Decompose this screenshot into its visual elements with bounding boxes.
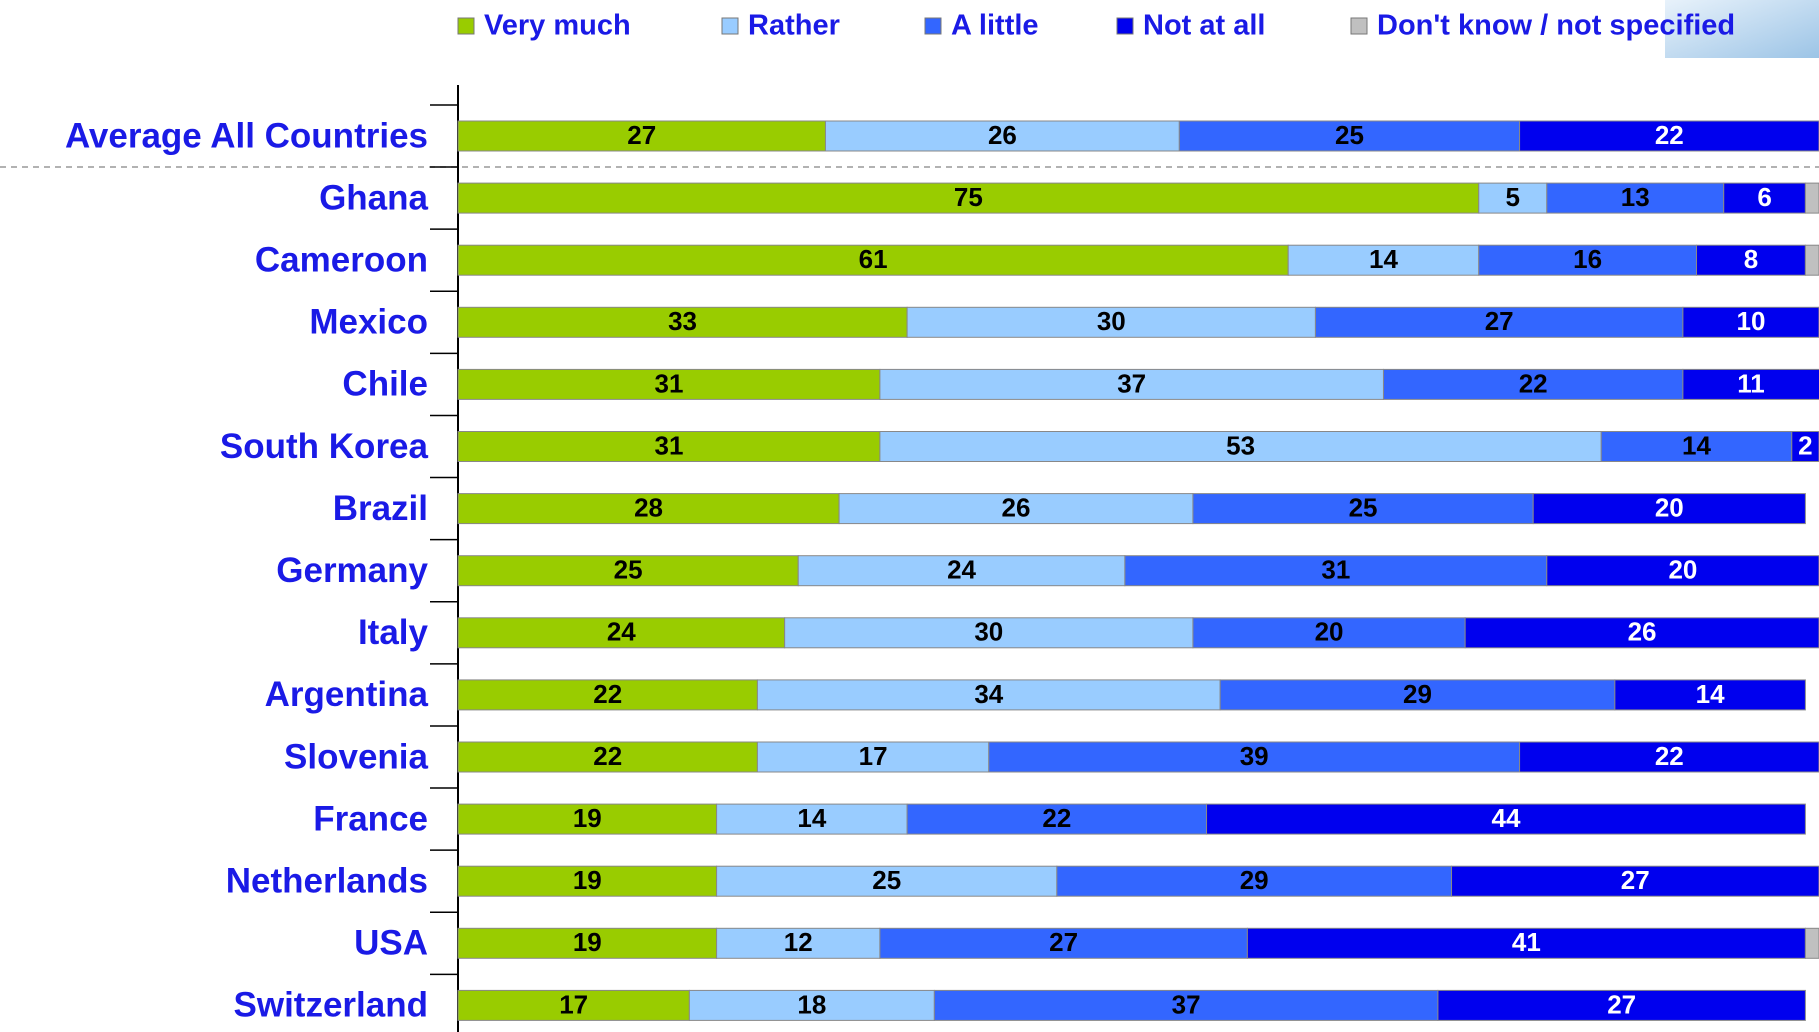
value-label: 2 [1798, 430, 1812, 460]
value-label: 27 [627, 120, 656, 150]
chart: Very much Rather A little Not at all Don't k… [0, 0, 1819, 1032]
category-label: Switzerland [234, 986, 428, 1025]
value-label: 53 [1226, 430, 1255, 460]
category-label: Mexico [309, 303, 428, 342]
value-label: 31 [1321, 555, 1350, 585]
value-label: 27 [1485, 306, 1514, 336]
value-label: 20 [1668, 555, 1697, 585]
category-label: Ghana [319, 178, 428, 217]
category-label: USA [354, 924, 428, 963]
legend-swatch [1117, 18, 1133, 34]
value-label: 17 [859, 741, 888, 771]
bar-segment [1805, 183, 1819, 213]
legend-label: Don't know / not specified [1377, 10, 1735, 42]
legend-swatch [1351, 18, 1367, 34]
category-label: Netherlands [226, 861, 428, 900]
value-label: 31 [654, 368, 683, 398]
value-label: 27 [1607, 989, 1636, 1019]
value-label: 5 [1506, 182, 1520, 212]
value-label: 14 [1696, 679, 1725, 709]
value-label: 26 [1628, 617, 1657, 647]
value-label: 25 [872, 865, 901, 895]
value-label: 39 [1240, 741, 1269, 771]
value-label: 14 [797, 803, 826, 833]
value-label: 22 [1519, 368, 1548, 398]
legend-swatch [458, 18, 474, 34]
legend-label: Rather [748, 10, 840, 42]
value-label: 24 [947, 555, 976, 585]
value-label: 28 [634, 492, 663, 522]
value-label: 26 [1002, 492, 1031, 522]
value-label: 10 [1736, 306, 1765, 336]
value-label: 18 [797, 989, 826, 1019]
value-label: 22 [1042, 803, 1071, 833]
value-label: 19 [573, 927, 602, 957]
value-label: 31 [654, 430, 683, 460]
value-label: 41 [1512, 927, 1541, 957]
category-label: Germany [276, 551, 428, 590]
value-label: 30 [1097, 306, 1126, 336]
value-label: 29 [1403, 679, 1432, 709]
value-label: 16 [1573, 244, 1602, 274]
category-label: South Korea [220, 427, 429, 466]
value-label: 20 [1655, 492, 1684, 522]
value-label: 25 [614, 555, 643, 585]
plot: Very much Rather A little Not at all Don't k… [0, 10, 1819, 1032]
value-label: 27 [1049, 927, 1078, 957]
category-label: Chile [342, 365, 428, 404]
legend-label: Very much [484, 10, 631, 42]
legend-label: Not at all [1143, 10, 1265, 42]
value-label: 30 [974, 617, 1003, 647]
value-label: 22 [1655, 120, 1684, 150]
value-label: 13 [1621, 182, 1650, 212]
value-label: 22 [593, 741, 622, 771]
category-label: France [313, 799, 428, 838]
value-label: 29 [1240, 865, 1269, 895]
value-label: 24 [607, 617, 636, 647]
value-label: 26 [988, 120, 1017, 150]
category-label: Italy [358, 613, 429, 652]
value-label: 33 [668, 306, 697, 336]
value-label: 25 [1349, 492, 1378, 522]
value-label: 75 [954, 182, 983, 212]
value-label: 20 [1315, 617, 1344, 647]
value-label: 14 [1682, 430, 1711, 460]
value-label: 37 [1117, 368, 1146, 398]
bar-segment [1805, 928, 1819, 958]
value-label: 44 [1492, 803, 1521, 833]
value-label: 14 [1369, 244, 1398, 274]
value-label: 11 [1737, 368, 1765, 398]
value-label: 8 [1744, 244, 1758, 274]
category-label: Average All Countries [65, 116, 428, 155]
legend-swatch [925, 18, 941, 34]
value-label: 34 [974, 679, 1003, 709]
value-label: 19 [573, 865, 602, 895]
value-label: 12 [784, 927, 813, 957]
bar-segment [1805, 245, 1819, 275]
value-label: 6 [1757, 182, 1771, 212]
category-label: Slovenia [284, 737, 428, 776]
category-label: Brazil [333, 489, 428, 528]
category-label: Cameroon [255, 240, 428, 279]
value-label: 61 [859, 244, 888, 274]
value-label: 25 [1335, 120, 1364, 150]
value-label: 37 [1172, 989, 1201, 1019]
value-label: 19 [573, 803, 602, 833]
value-label: 22 [1655, 741, 1684, 771]
value-label: 17 [559, 989, 588, 1019]
value-label: 27 [1621, 865, 1650, 895]
value-label: 22 [593, 679, 622, 709]
category-label: Argentina [265, 675, 429, 714]
legend-swatch [722, 18, 738, 34]
legend-label: A little [951, 10, 1039, 42]
